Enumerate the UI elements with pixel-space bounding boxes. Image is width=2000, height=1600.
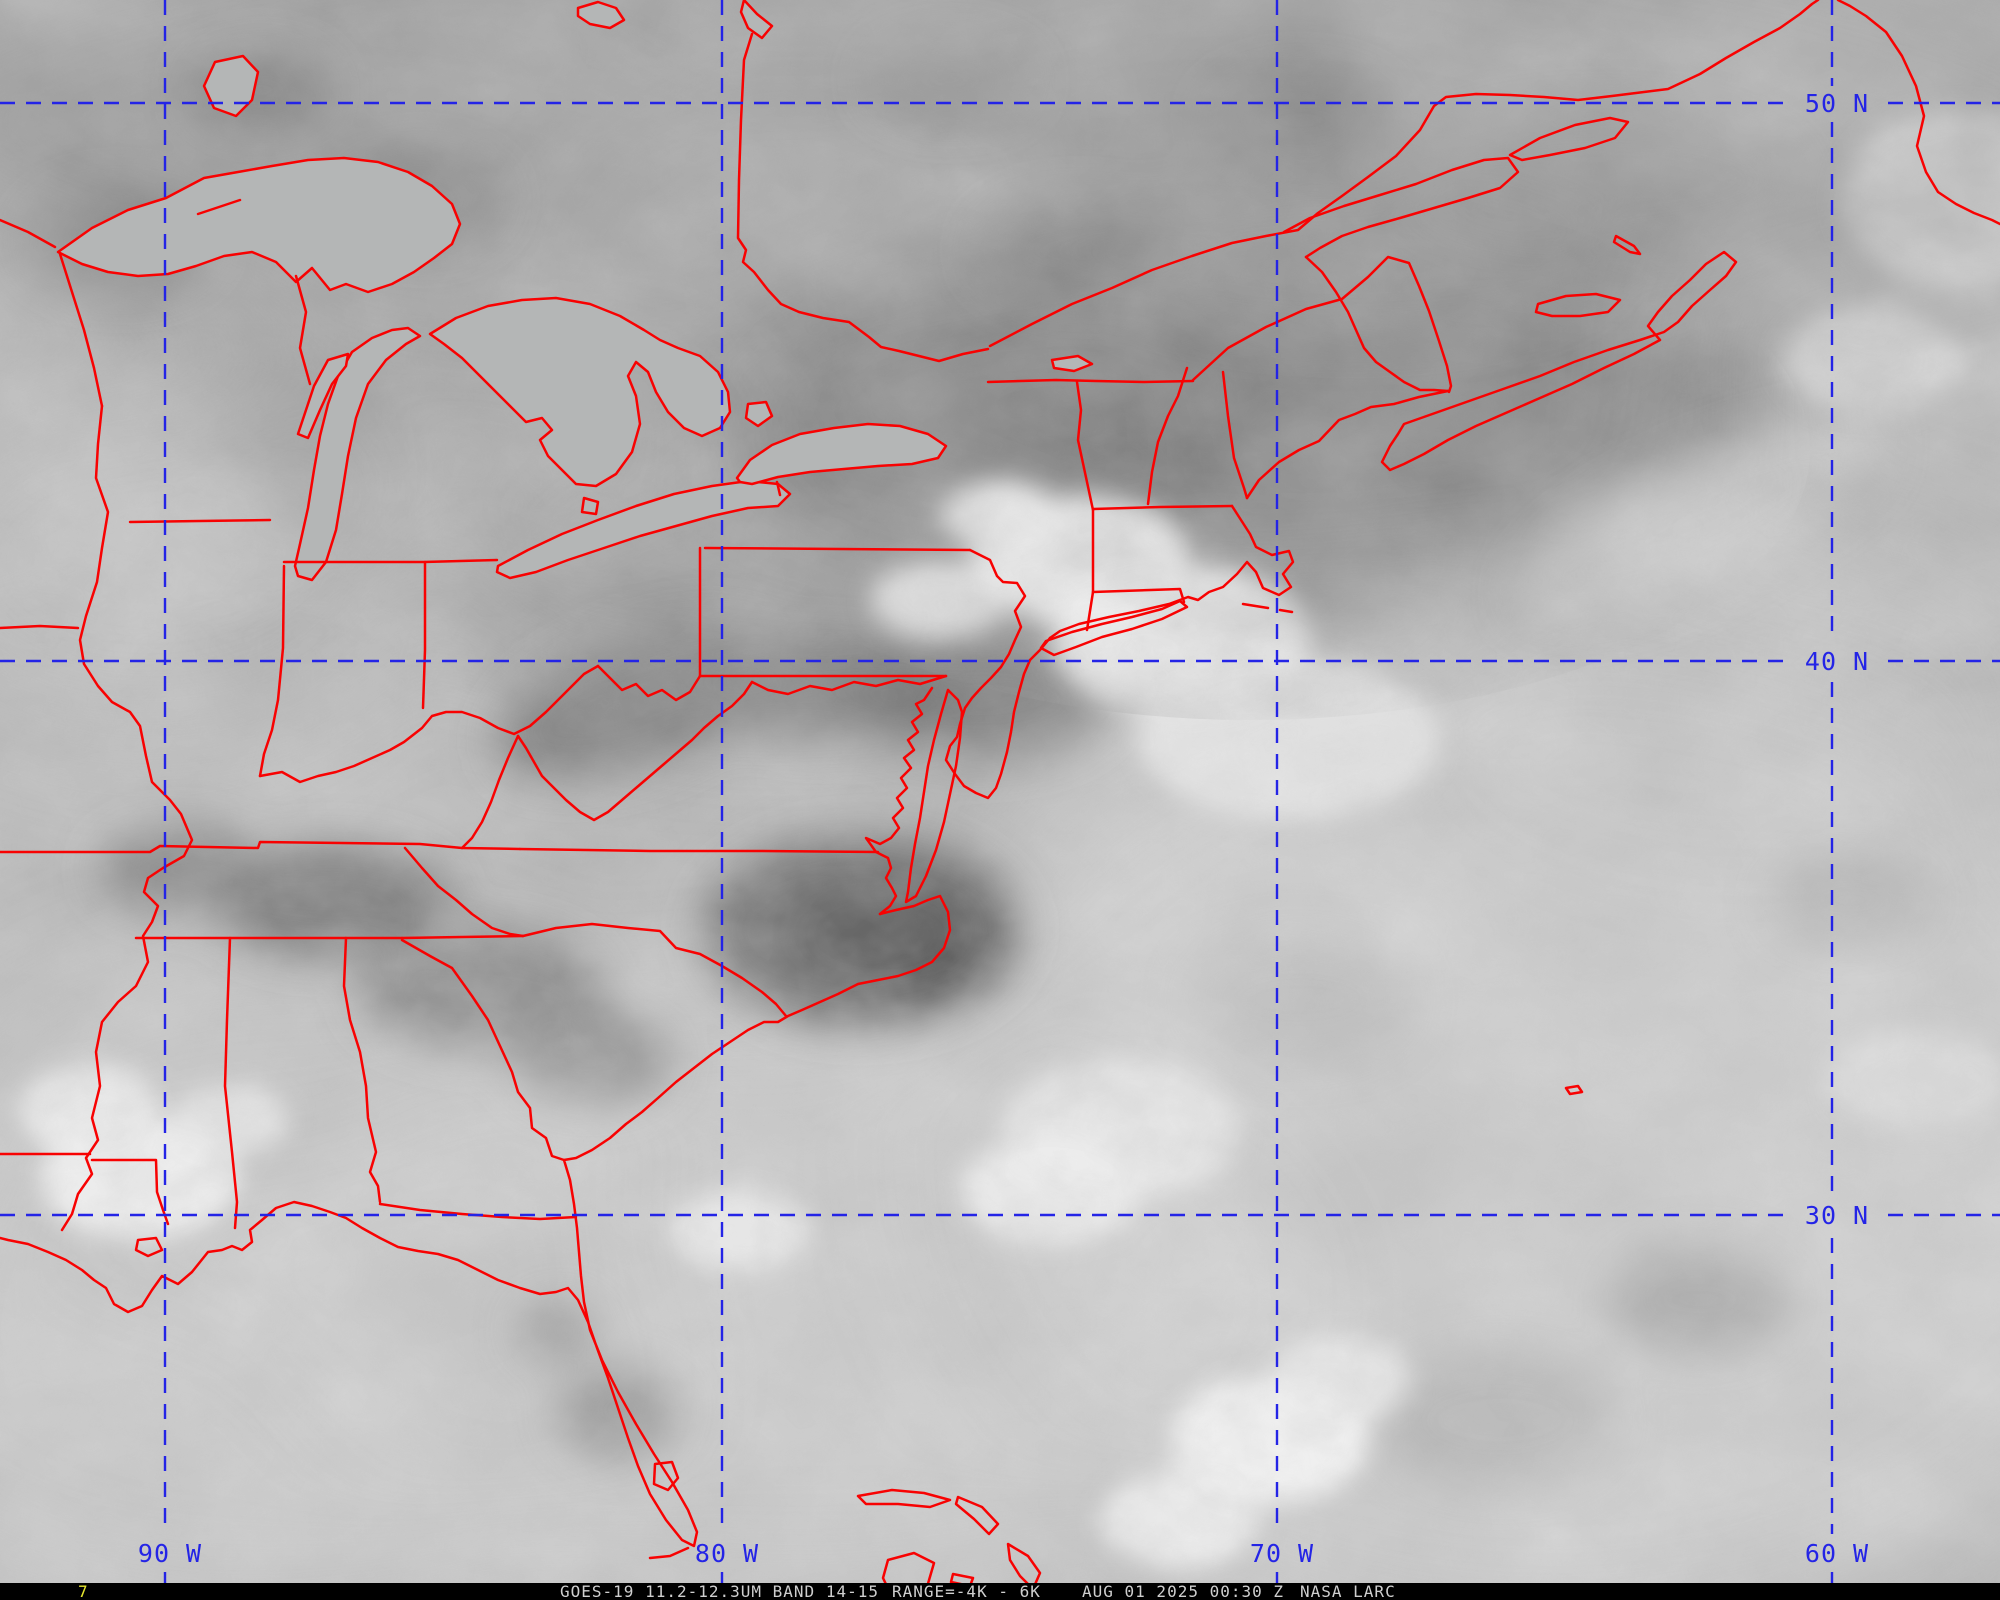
lake-timiskaming xyxy=(739,0,774,40)
border-in-oh xyxy=(421,560,427,710)
border-me-quebec-nb xyxy=(1191,255,1453,394)
longitude-label-60w: 60 W xyxy=(1805,1539,1869,1568)
border-ia-mo xyxy=(0,624,80,630)
nova-scotia-cape-breton xyxy=(1380,250,1738,472)
newfoundland-west-coast xyxy=(1836,0,2000,226)
border-mississippi-river xyxy=(60,404,194,1232)
anticosti-island xyxy=(1508,116,1630,162)
latitude-label-50n: 50 N xyxy=(1805,89,1869,118)
latitude-label-40n: 40 N xyxy=(1805,647,1869,676)
gaspe-peninsula xyxy=(1282,156,1520,259)
border-ga-sc xyxy=(400,938,566,1162)
coast-chesapeake-west xyxy=(864,686,934,916)
latitude-label-30n: 30 N xyxy=(1805,1201,1869,1230)
coast-southeast-gulf-florida xyxy=(0,894,952,1548)
green-bay xyxy=(296,352,350,440)
coast-new-brunswick xyxy=(1304,255,1450,393)
border-tn-ky-mo xyxy=(0,840,522,854)
iles-de-la-madeleine xyxy=(1612,234,1642,256)
border-ms-al xyxy=(223,936,239,1230)
border-al-ga xyxy=(342,936,382,1204)
niagara-river xyxy=(775,480,782,497)
border-45n xyxy=(986,378,1195,384)
border-wi-mi xyxy=(294,274,312,386)
border-potomac-md xyxy=(750,674,948,696)
status-satellite-product: GOES-19 11.2-12.3UM BAND 14-15 xyxy=(560,1582,879,1600)
bermuda xyxy=(1564,1084,1584,1096)
abaco xyxy=(954,1495,1000,1536)
marthas-vineyard xyxy=(1241,602,1270,610)
great-lakes xyxy=(56,0,1094,582)
status-bar: 7 GOES-19 11.2-12.3UM BAND 14-15 RANGE=-… xyxy=(0,1583,2000,1600)
nantucket xyxy=(1278,608,1294,614)
border-tn-nc xyxy=(403,846,525,938)
status-range: RANGE=-4K - 6K xyxy=(892,1582,1041,1600)
border-pa-north xyxy=(703,546,972,552)
coast-new-england-cape-cod xyxy=(1048,504,1295,640)
grand-bahama xyxy=(856,1488,952,1509)
border-vt-nh xyxy=(1146,366,1189,506)
isle-royale xyxy=(196,198,242,216)
grid-labels: 50 N 40 N 30 N 90 W 80 W 70 W 60 W xyxy=(138,89,1869,1568)
lake-ontario xyxy=(735,422,948,486)
border-ny-vt xyxy=(1075,380,1095,512)
prince-edward-island xyxy=(1534,292,1622,318)
border-nh-me xyxy=(1221,370,1249,500)
lake-huron-georgian-bay xyxy=(428,296,732,488)
border-ct-west xyxy=(1085,590,1095,632)
lake-simcoe xyxy=(744,400,774,428)
longitude-label-70w: 70 W xyxy=(1250,1539,1314,1568)
lake-pontchartrain xyxy=(134,1236,164,1258)
border-mn-wi xyxy=(58,252,104,408)
border-va-nc xyxy=(518,847,880,854)
border-ontario-quebec xyxy=(736,32,990,363)
lake-michigan xyxy=(293,326,422,582)
border-nc-sc xyxy=(521,922,788,1018)
lake-st-clair xyxy=(580,496,600,516)
coast-st-lawrence-north-shore xyxy=(988,0,1820,348)
florida-keys xyxy=(648,1546,690,1560)
long-island xyxy=(1039,599,1189,657)
coast-delmarva xyxy=(904,688,964,904)
border-ky-va xyxy=(460,734,520,850)
longitude-label-80w: 80 W xyxy=(695,1539,759,1568)
border-nc-ga xyxy=(400,934,525,940)
frame-counter: 7 xyxy=(78,1582,89,1600)
border-il-in xyxy=(258,564,286,778)
lake-nipigon xyxy=(202,54,260,118)
border-ma-north xyxy=(1091,504,1234,511)
state-country-borders xyxy=(0,32,1453,1232)
montreal-island xyxy=(1050,354,1094,373)
lake-superior xyxy=(56,156,462,294)
longitude-label-90w: 90 W xyxy=(138,1539,202,1568)
coast-maine xyxy=(1245,389,1450,500)
border-wv-va xyxy=(516,680,754,822)
border-wi-il xyxy=(128,518,272,524)
coast-nj-delaware xyxy=(944,548,1052,800)
lake-erie xyxy=(495,479,792,580)
border-wv-north xyxy=(596,664,702,702)
status-timestamp: AUG 01 2025 00:30 Z xyxy=(1082,1582,1285,1600)
lake-okeechobee xyxy=(652,1460,680,1492)
status-credit: NASA LARC xyxy=(1300,1582,1396,1600)
border-canada-west xyxy=(0,218,57,249)
lake-abitibi xyxy=(576,0,626,30)
border-ohio-river xyxy=(258,664,600,784)
